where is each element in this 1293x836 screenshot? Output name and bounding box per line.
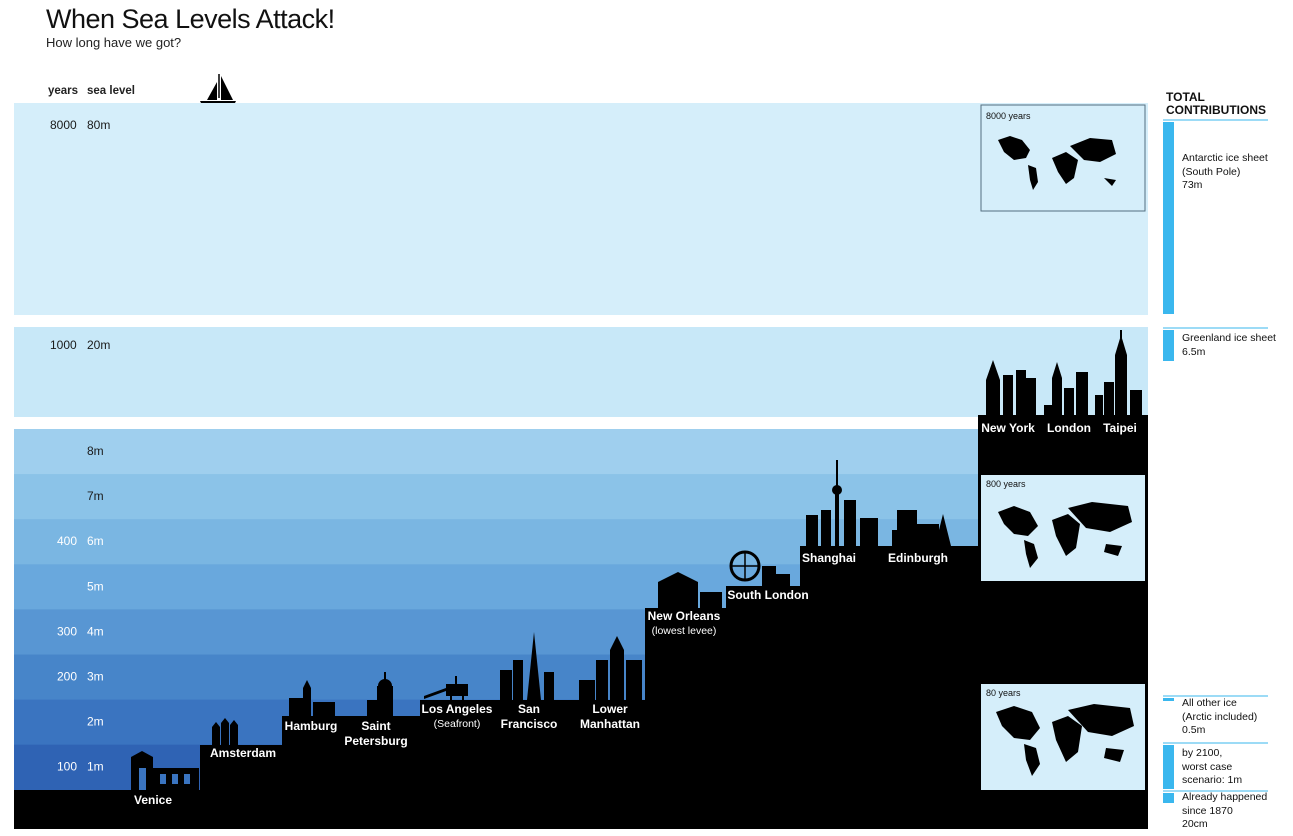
amsterdam-skyline <box>212 718 238 745</box>
city-label: New Orleans <box>648 609 721 623</box>
new-york-london-taipei-skyline <box>986 330 1142 415</box>
city-label-multiline: Lower Manhattan <box>580 702 640 731</box>
chart-subtitle: How long have we got? <box>46 35 182 50</box>
city-label: Los Angeles <box>422 702 493 716</box>
contribution-antarctic-line: (South Pole) <box>1182 165 1241 178</box>
band-7m <box>14 474 1148 520</box>
hamburg-skyline <box>289 680 335 716</box>
contribution-2100-line: worst case <box>1182 760 1233 773</box>
contribution-since-1870-value: 20cm <box>1182 818 1208 830</box>
band-6m-years: 400 <box>57 534 77 548</box>
city-sublabel: (lowest levee) <box>652 625 717 637</box>
world-map-icon <box>998 136 1116 190</box>
shanghai-skyline <box>806 460 878 546</box>
map-inset-80-label: 80 years <box>986 688 1021 698</box>
city-label: Venice <box>134 793 172 807</box>
map-inset-80: 80 years <box>981 684 1145 790</box>
contribution-since-1870: Already happened since 1870 20cm <box>1182 791 1267 832</box>
band-80m-years: 8000 <box>50 118 77 132</box>
city-label: Shanghai <box>802 551 856 565</box>
band-20m-sea-level: 20m <box>87 338 110 352</box>
city-label-multiline: San Francisco <box>501 702 558 731</box>
sea-level-bands: 8m 7m 6m 400 5m 4m 300 3m 200 2m 1m 100 <box>14 429 1148 791</box>
contributions-title-line1: TOTAL <box>1166 90 1205 104</box>
contribution-2100: by 2100, worst case scenario: 1m <box>1182 747 1242 788</box>
contributions-title: TOTAL CONTRIBUTIONS <box>1166 91 1266 117</box>
city-label: New York <box>981 421 1035 435</box>
band-7m-sea-level: 7m <box>87 489 104 503</box>
band-1m-sea-level: 1m <box>87 760 104 774</box>
city-label-multiline: Saint Petersburg <box>344 719 407 748</box>
band-20m <box>14 327 1148 417</box>
edinburgh-skyline <box>892 510 951 546</box>
chart-title: When Sea Levels Attack! <box>46 4 335 34</box>
contribution-antarctic-line: Antarctic ice sheet <box>1182 152 1268 164</box>
contribution-other-ice-line: All other ice <box>1182 697 1237 709</box>
contributions-panel <box>1163 119 1268 803</box>
south-london-skyline <box>729 550 790 586</box>
city-label: Amsterdam <box>210 746 276 760</box>
band-3m-sea-level: 3m <box>87 670 104 684</box>
map-inset-8000-label: 8000 years <box>986 111 1031 121</box>
years-column-header: years <box>48 85 79 97</box>
contribution-other-ice-line: (Arctic included) <box>1182 710 1258 723</box>
contribution-antarctic-value: 73m <box>1182 179 1203 191</box>
contribution-greenland-value: 6.5m <box>1182 345 1206 358</box>
contribution-bar-other-ice <box>1163 698 1174 701</box>
ground-steps <box>14 415 1148 829</box>
map-inset-800-label: 800 years <box>986 479 1026 489</box>
contribution-bar-2100 <box>1163 745 1174 789</box>
city-label: London <box>1047 421 1091 435</box>
band-3m-years: 200 <box>57 670 77 684</box>
map-inset-8000: 8000 years <box>980 104 1146 212</box>
contribution-bar-since-1870 <box>1163 793 1174 803</box>
sea-level-column-header: sea level <box>87 85 135 97</box>
contribution-greenland-line: Greenland ice sheet <box>1182 332 1276 344</box>
contribution-since-1870-line: since 1870 <box>1182 804 1233 817</box>
world-map-icon <box>998 502 1132 568</box>
city-label: South London <box>727 588 808 602</box>
contribution-2100-value: scenario: 1m <box>1182 774 1243 786</box>
san-francisco-skyline <box>500 632 554 700</box>
band-2m-sea-level: 2m <box>87 715 104 729</box>
contribution-antarctic: Antarctic ice sheet (South Pole) 73m <box>1182 152 1268 193</box>
band-8m <box>14 429 1148 475</box>
contribution-bar-greenland <box>1163 330 1174 361</box>
band-5m-sea-level: 5m <box>87 579 104 593</box>
new-orleans-skyline <box>658 572 722 608</box>
band-4m-sea-level: 4m <box>87 624 104 638</box>
contribution-other-ice-value: 0.5m <box>1182 724 1206 736</box>
contribution-greenland: Greenland ice sheet 6.5m <box>1182 332 1276 359</box>
city-label: Taipei <box>1103 421 1137 435</box>
lower-manhattan-skyline <box>579 636 642 700</box>
band-1m-years: 100 <box>57 760 77 774</box>
contribution-since-1870-line: Already happened <box>1182 791 1268 803</box>
contribution-2100-line: by 2100, <box>1182 747 1223 759</box>
city-label: Edinburgh <box>888 551 948 565</box>
band-80m <box>14 103 1148 315</box>
band-8m-sea-level: 8m <box>87 444 104 458</box>
band-20m-years: 1000 <box>50 338 77 352</box>
los-angeles-skyline <box>424 676 468 700</box>
city-skylines: Venice Amsterdam Hamburg Saint Petersburg Los… <box>14 330 1148 829</box>
contributions-title-line2: CONTRIBUTIONS <box>1166 103 1266 117</box>
contribution-bar-antarctic <box>1163 122 1174 314</box>
saint-petersburg-skyline <box>367 672 393 716</box>
world-map-icon <box>996 704 1134 776</box>
band-6m-sea-level: 6m <box>87 534 104 548</box>
band-80m-sea-level: 80m <box>87 118 110 132</box>
band-4m-years: 300 <box>57 624 77 638</box>
contribution-other-ice: All other ice (Arctic included) 0.5m <box>1182 697 1257 738</box>
city-label: Hamburg <box>285 719 338 733</box>
map-inset-800: 800 years <box>981 475 1145 581</box>
city-sublabel: (Seafront) <box>434 718 481 730</box>
